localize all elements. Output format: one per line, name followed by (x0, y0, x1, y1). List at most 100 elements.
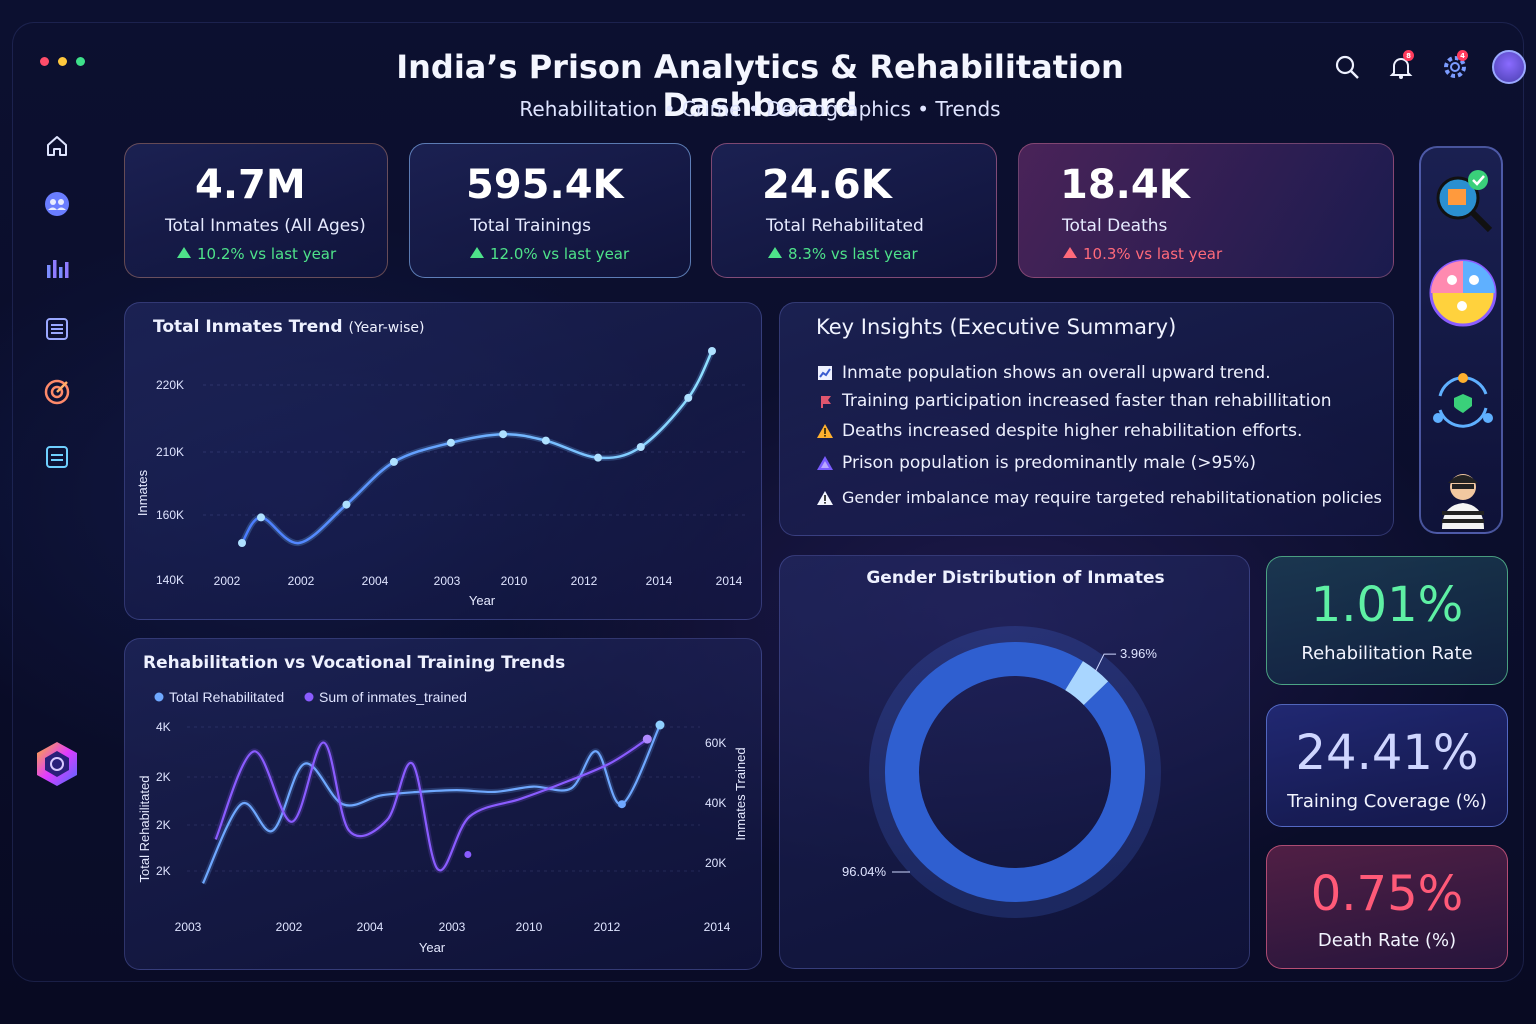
warning-icon (816, 422, 834, 440)
x-tick-label: 2002 (288, 574, 315, 588)
group-pie-icon[interactable] (1428, 258, 1498, 328)
y-tick-label: 210K (156, 445, 184, 459)
triangle-icon (816, 454, 834, 472)
kpi-card-total-trainings[interactable]: 595.4K Total Trainings 12.0% vs last yea… (409, 143, 691, 278)
kpi-card-total-rehabilitated[interactable]: 24.6K Total Rehabilitated 8.3% vs last y… (711, 143, 997, 278)
kpi-card-total-inmates[interactable]: 4.7M Total Inmates (All Ages) 10.2% vs l… (124, 143, 388, 278)
kpi-label: Total Inmates (All Ages) (165, 216, 366, 236)
data-point (464, 851, 472, 859)
page-subtitle: Rehabilitation • Crime • Demographics • … (519, 97, 1001, 121)
target-icon[interactable] (40, 375, 74, 409)
notification-badge: 8 (1403, 50, 1414, 61)
y-tick-label: 4K (156, 720, 171, 734)
x-tick-label: 2014 (716, 574, 743, 588)
kpi-label: Total Rehabilitated (766, 216, 924, 236)
search-icon[interactable] (1330, 50, 1364, 84)
kpi-value: 595.4K (466, 162, 624, 208)
home-icon[interactable] (40, 129, 74, 163)
slice-label: 3.96% (1120, 646, 1157, 661)
insights-panel: Key Insights (Executive Summary) Inmate … (779, 302, 1394, 536)
data-point (617, 800, 626, 809)
data-point (342, 500, 351, 509)
close-dot[interactable] (40, 57, 49, 66)
magnifier-check-icon[interactable] (1428, 166, 1498, 236)
x-tick-label: 2004 (357, 920, 384, 934)
minimize-dot[interactable] (58, 57, 67, 66)
y2-tick-label: 20K (705, 856, 726, 870)
rehabilitation-rate-card[interactable]: 1.01% Rehabilitation Rate (1266, 556, 1508, 685)
cycle-people-icon[interactable] (1428, 366, 1498, 436)
y-tick-label: 140K (156, 573, 184, 587)
leader-line (1095, 653, 1117, 672)
x-tick-label: 2014 (646, 574, 673, 588)
kpi-label: Total Trainings (470, 216, 592, 236)
bell-icon[interactable]: 8 (1384, 50, 1418, 84)
legend-label: Total Rehabilitated (169, 689, 284, 705)
y-axis-label: Inmates (135, 469, 150, 516)
training-coverage-card[interactable]: 24.41% Training Coverage (%) (1266, 704, 1508, 827)
legend-label: Sum of inmates_trained (319, 689, 467, 705)
maximize-dot[interactable] (76, 57, 85, 66)
document-icon[interactable] (40, 440, 74, 474)
rehab-training-panel: Rehabilitation vs Vocational Training Tr… (124, 638, 762, 970)
insight-item: Inmate population shows an overall upwar… (816, 363, 1271, 383)
avatar[interactable] (1492, 50, 1526, 84)
x-tick-label: 2010 (501, 574, 528, 588)
legend-marker (304, 692, 314, 702)
data-point (256, 513, 265, 522)
kpi-label: Total Deaths (1062, 216, 1168, 236)
data-point (708, 347, 716, 355)
rate-value: 1.01% (1310, 577, 1464, 633)
gender-donut-chart: 3.96% 96.04% (842, 626, 1161, 918)
data-point (389, 457, 398, 466)
y-tick-label: 2K (156, 770, 171, 784)
logo-hexagon-icon[interactable] (32, 739, 82, 789)
series-line (214, 738, 648, 872)
top-toolbar: 8 4 (1330, 50, 1526, 84)
data-point (642, 734, 652, 744)
x-tick-label: 2004 (362, 574, 389, 588)
kpi-delta: 8.3% vs last year (768, 245, 918, 263)
insight-item: Training participation increased faster … (816, 391, 1332, 411)
insight-item: Gender imbalance may require targeted re… (816, 488, 1382, 507)
inmates-trend-panel: Total Inmates Trend (Year-wise) 140K 160K… (124, 302, 762, 620)
rate-value: 0.75% (1310, 866, 1464, 922)
flag-icon (816, 392, 834, 410)
rehab-training-chart: Total Rehabilitated Sum of inmates_traine… (137, 689, 748, 955)
insight-item: Prison population is predominantly male … (816, 453, 1256, 473)
y-tick-label: 160K (156, 508, 184, 522)
rate-label: Rehabilitation Rate (1301, 643, 1473, 664)
x-tick-label: 2012 (571, 574, 598, 588)
kpi-delta: 12.0% vs last year (470, 245, 629, 263)
bar-chart-icon[interactable] (40, 251, 74, 285)
death-rate-card[interactable]: 0.75% Death Rate (%) (1266, 845, 1508, 969)
x-tick-label: 2014 (704, 920, 731, 934)
donut-slice-minor (1064, 661, 1109, 706)
y-tick-label: 2K (156, 864, 171, 878)
list-icon[interactable] (40, 312, 74, 346)
rate-label: Death Rate (%) (1317, 930, 1457, 951)
x-tick-label: 2010 (516, 920, 543, 934)
x-tick-label: 2002 (214, 574, 241, 588)
rate-label: Training Coverage (%) (1287, 791, 1487, 812)
inmate-icon[interactable] (1428, 463, 1498, 533)
alert-icon (816, 489, 834, 507)
y-tick-label: 220K (156, 378, 184, 392)
x-tick-label: 2002 (276, 920, 303, 934)
y-tick-label: 2K (156, 818, 171, 832)
data-point (541, 436, 550, 445)
chart-title: Total Inmates Trend (Year-wise) (153, 317, 425, 337)
x-tick-label: 2003 (175, 920, 202, 934)
data-point (238, 539, 246, 547)
kpi-card-total-deaths[interactable]: 18.4K Total Deaths 10.3% vs last year (1018, 143, 1394, 278)
group-icon[interactable] (40, 187, 74, 221)
window-controls (40, 57, 85, 66)
y2-tick-label: 60K (705, 736, 726, 750)
kpi-value: 24.6K (762, 162, 892, 208)
series-line (202, 724, 661, 884)
data-point (594, 453, 603, 462)
legend-marker (154, 692, 164, 702)
kpi-value: 4.7M (195, 162, 306, 208)
gear-icon[interactable]: 4 (1438, 50, 1472, 84)
y2-axis-label: Inmates Trained (733, 747, 748, 840)
